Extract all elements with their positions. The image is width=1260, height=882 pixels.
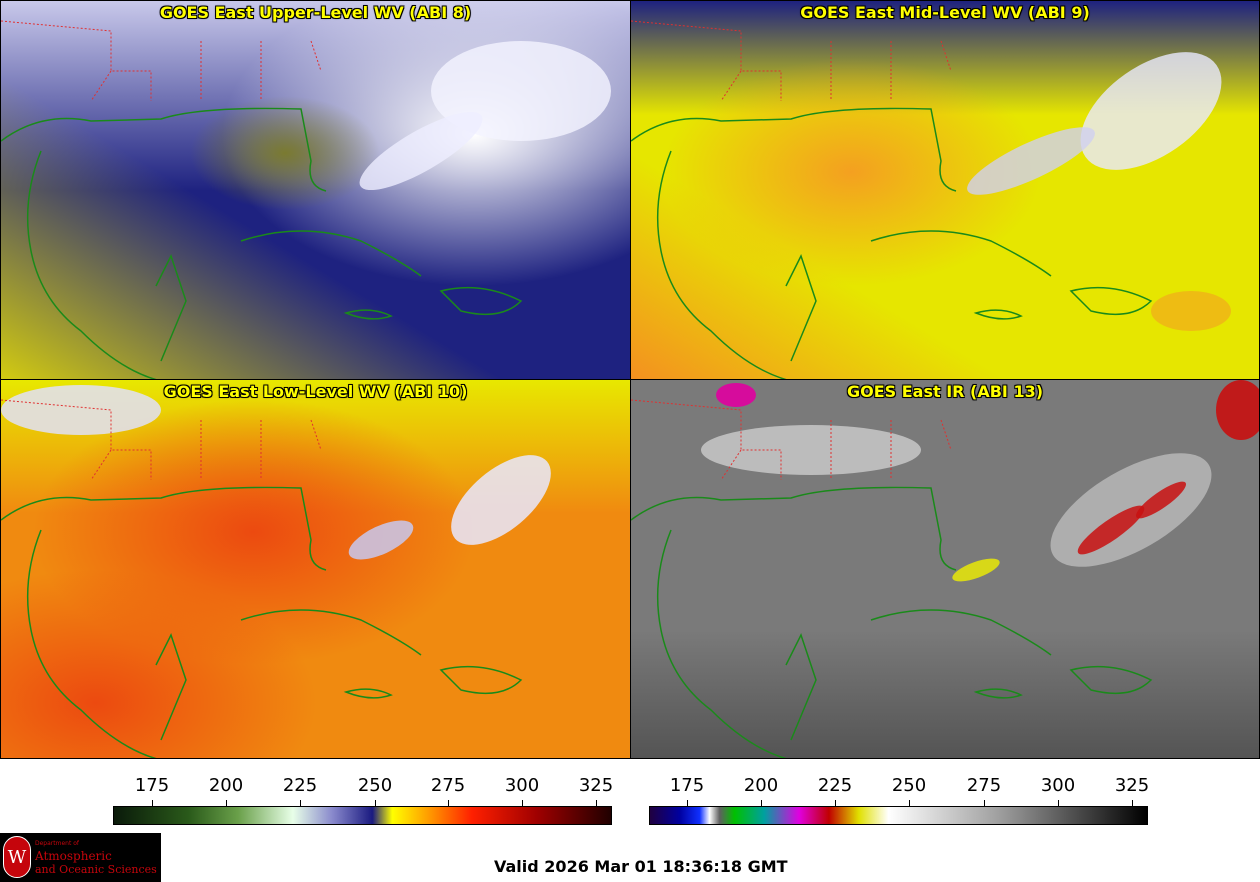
low-level-wv-image [1, 380, 630, 758]
wv-tick-label: 300 [504, 775, 540, 796]
uw-seal-letter: W [7, 847, 27, 868]
uw-seal-icon: W [3, 836, 31, 878]
upper-level-wv-panel: GOES East Upper-Level WV (ABI 8) [0, 0, 631, 380]
ir-tick [1058, 800, 1059, 806]
ir-tick-label: 250 [891, 775, 927, 796]
upper-level-wv-image [1, 1, 630, 379]
wv-colorbar-scale: 175 200 225 250 275 300 325 [0, 770, 630, 830]
logo-line1: Atmospheric [35, 849, 112, 863]
ir-tick [761, 800, 762, 806]
ir-panel: GOES East IR (ABI 13) [630, 379, 1260, 759]
aos-logo: W Department of Atmospheric and Oceanic … [0, 833, 161, 882]
wv-tick-label: 275 [430, 775, 466, 796]
ir-tick [1132, 800, 1133, 806]
wv-tick-label: 325 [578, 775, 614, 796]
ir-tick [835, 800, 836, 806]
ir-tick-label: 225 [817, 775, 853, 796]
wv-tick [152, 800, 153, 806]
ir-tick [984, 800, 985, 806]
ir-tick-label: 325 [1114, 775, 1150, 796]
mid-level-wv-title: GOES East Mid-Level WV (ABI 9) [800, 3, 1090, 22]
ir-tick [687, 800, 688, 806]
wv-tick [375, 800, 376, 806]
wv-tick [596, 800, 597, 806]
wv-colorbar [113, 806, 612, 825]
ir-tick-label: 200 [743, 775, 779, 796]
ir-tick-label: 275 [966, 775, 1002, 796]
ir-colorbar [649, 806, 1148, 825]
wv-tick [522, 800, 523, 806]
wv-tick-label: 200 [208, 775, 244, 796]
wv-tick-label: 250 [357, 775, 393, 796]
mid-level-wv-image [631, 1, 1259, 379]
ir-tick-label: 300 [1040, 775, 1076, 796]
low-level-wv-panel: GOES East Low-Level WV (ABI 10) [0, 379, 631, 759]
wv-tick-label: 225 [282, 775, 318, 796]
ir-tick-label: 175 [669, 775, 705, 796]
upper-level-wv-title: GOES East Upper-Level WV (ABI 8) [159, 3, 472, 22]
wv-tick [226, 800, 227, 806]
low-level-wv-title: GOES East Low-Level WV (ABI 10) [163, 382, 468, 401]
logo-line2: and Oceanic Sciences [35, 863, 157, 876]
mid-level-wv-panel: GOES East Mid-Level WV (ABI 9) [630, 0, 1260, 380]
valid-time: Valid 2026 Mar 01 18:36:18 GMT [494, 857, 788, 876]
ir-title: GOES East IR (ABI 13) [846, 382, 1044, 401]
wv-tick [448, 800, 449, 806]
wv-tick-label: 175 [134, 775, 170, 796]
ir-image [631, 380, 1259, 758]
wv-tick [300, 800, 301, 806]
logo-dept-text: Department of [35, 840, 79, 847]
ir-colorbar-scale: 175 200 225 250 275 300 325 [630, 770, 1260, 830]
ir-tick [909, 800, 910, 806]
